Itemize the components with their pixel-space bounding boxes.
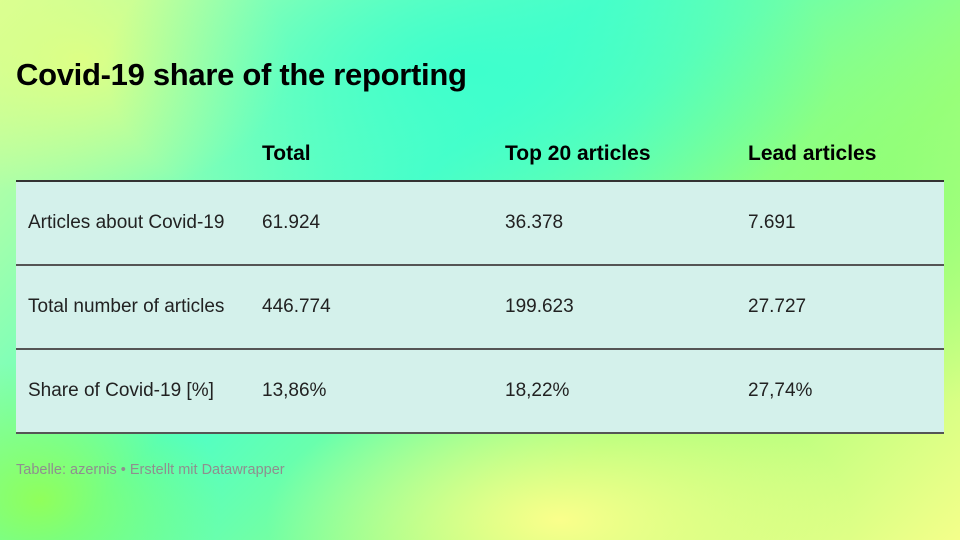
row-label: Total number of articles <box>28 296 225 317</box>
table-row: Articles about Covid-19 61.924 36.378 7.… <box>16 182 944 266</box>
source-credit: Tabelle: azernis • Erstellt mit Datawrap… <box>16 462 285 478</box>
table-cell: 199.623 <box>505 296 574 317</box>
data-table: Total Top 20 articles Lead articles Arti… <box>16 132 944 434</box>
table-cell: 61.924 <box>262 212 321 233</box>
table-cell: 13,86% <box>262 380 327 401</box>
table-cell: 27,74% <box>748 380 813 401</box>
table-header: Total Top 20 articles Lead articles <box>16 132 944 182</box>
table-row: Share of Covid-19 [%] 13,86% 18,22% 27,7… <box>16 350 944 434</box>
column-header-total[interactable]: Total <box>262 142 311 165</box>
table-cell: 446.774 <box>262 296 331 317</box>
row-label: Articles about Covid-19 <box>28 212 225 233</box>
column-header-lead[interactable]: Lead articles <box>748 142 877 165</box>
row-label: Share of Covid-19 [%] <box>28 380 214 401</box>
table-row: Total number of articles 446.774 199.623… <box>16 266 944 350</box>
column-header-top20[interactable]: Top 20 articles <box>505 142 651 165</box>
table-cell: 36.378 <box>505 212 564 233</box>
table-cell: 27.727 <box>748 296 807 317</box>
table-cell: 18,22% <box>505 380 570 401</box>
chart-title: Covid-19 share of the reporting <box>16 57 467 92</box>
table-cell: 7.691 <box>748 212 796 233</box>
